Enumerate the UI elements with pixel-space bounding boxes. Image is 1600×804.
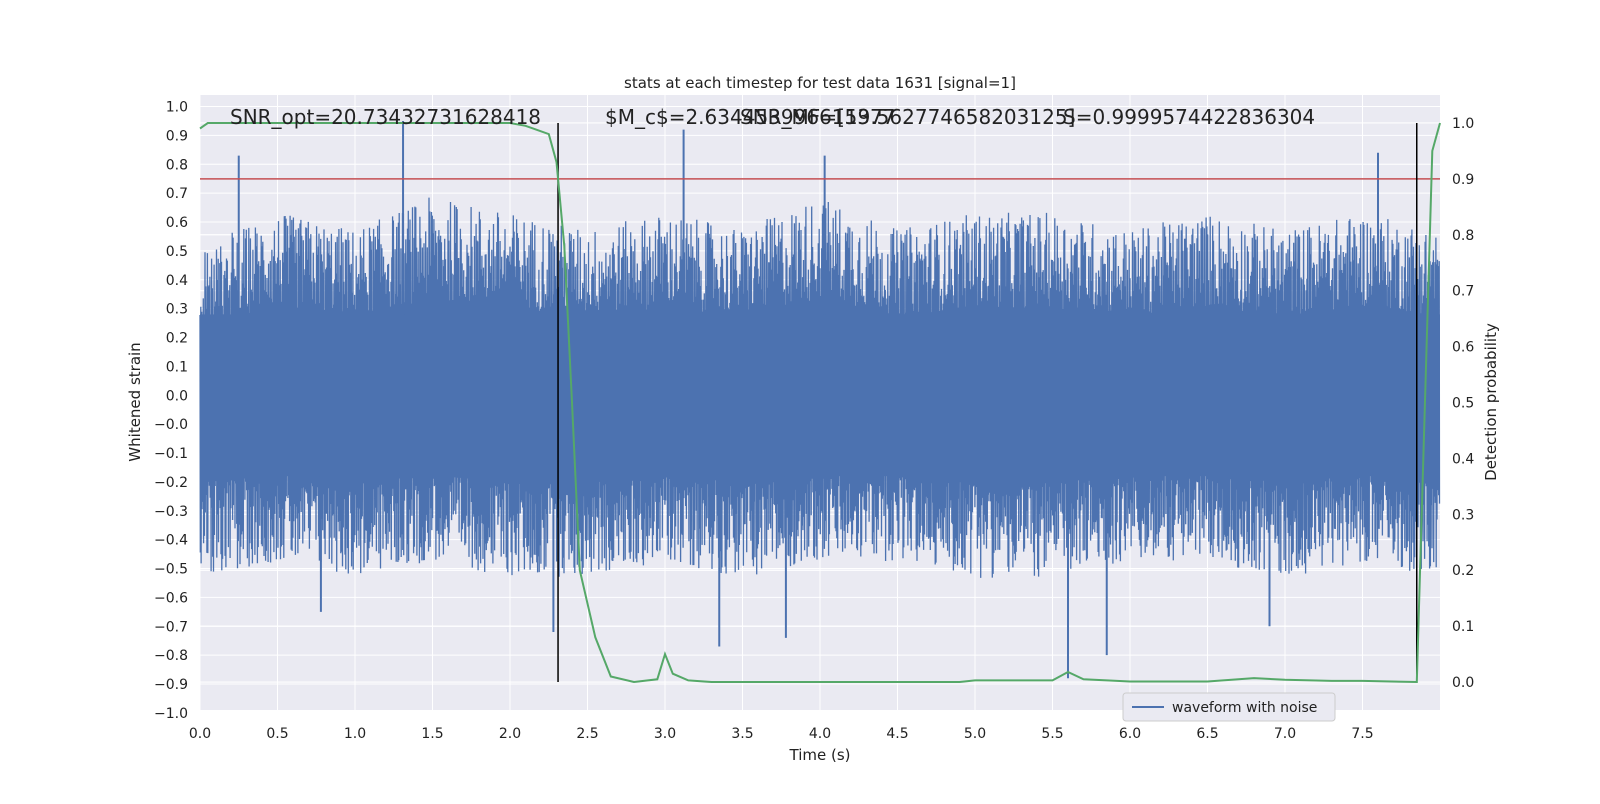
x-tick-label: 0.0	[189, 726, 211, 742]
y-tick-label-left: 1.0	[166, 100, 188, 116]
x-tick-label: 4.0	[809, 726, 831, 742]
x-tick-label: 1.5	[421, 726, 443, 742]
annotation-snr-mf: SNR_MF=[19.562774658203125]	[740, 105, 1075, 129]
y-tick-label-left: −0.5	[154, 562, 188, 578]
waveform-layer	[199, 120, 1441, 679]
y-tick-label-left: −0.7	[154, 619, 188, 635]
y-tick-label-right: 0.6	[1452, 340, 1474, 356]
x-tick-label: 1.0	[344, 726, 366, 742]
x-tick-label: 7.5	[1351, 726, 1373, 742]
y-tick-label-right: 0.1	[1452, 619, 1474, 635]
waveform-core-band	[200, 314, 1440, 477]
y-tick-label-left: 0.2	[166, 331, 188, 347]
annotation-s: S=0.9999574422836304	[1063, 105, 1315, 129]
y-tick-label-left: 0.6	[166, 215, 188, 231]
y-tick-label-left: 0.4	[166, 273, 188, 289]
detection-probability-line	[199, 122, 1441, 684]
y-tick-label-left: 0.0	[166, 388, 188, 404]
y-tick-label-right: 0.4	[1452, 451, 1474, 467]
legend-label: waveform with noise	[1172, 700, 1317, 716]
chart-title: stats at each timestep for test data 163…	[624, 74, 1016, 92]
y-axis-label-right: Detection probability	[1482, 323, 1500, 481]
x-tick-label: 7.0	[1274, 726, 1296, 742]
y-tick-label-left: −0.0	[154, 417, 188, 433]
y-tick-label-left: 0.7	[166, 186, 188, 202]
ticks: 0.0 0.5 1.0 1.5 2.0 2.5 3.0 3.5 4.0 4.5 5.0 5.5 6.0 6…	[154, 100, 1474, 742]
y-tick-label-left: −0.2	[154, 475, 188, 491]
y-tick-label-left: 0.5	[166, 244, 188, 260]
y-axis-label-left: Whitened strain	[126, 342, 144, 461]
y-tick-label-right: 0.8	[1452, 228, 1474, 244]
y-tick-label-right: 0.5	[1452, 396, 1474, 412]
y-tick-label-left: 0.8	[166, 157, 188, 173]
x-tick-label: 3.0	[654, 726, 676, 742]
x-tick-label: 3.5	[731, 726, 753, 742]
y-tick-label-left: 0.3	[166, 302, 188, 318]
y-tick-label-right: 0.7	[1452, 284, 1474, 300]
annotation-snr-opt: SNR_opt=20.73432731628418	[230, 105, 541, 129]
x-tick-label: 5.0	[964, 726, 986, 742]
legend-box	[1122, 692, 1336, 722]
y-tick-label-left: −0.9	[154, 677, 188, 693]
x-tick-label: 2.0	[499, 726, 521, 742]
x-tick-label: 2.5	[576, 726, 598, 742]
x-tick-label: 6.5	[1196, 726, 1218, 742]
y-tick-label-left: −1.0	[154, 706, 188, 722]
y-tick-label-left: −0.1	[154, 446, 188, 462]
x-tick-label: 5.5	[1041, 726, 1063, 742]
legend: waveform with noise	[1122, 692, 1336, 722]
x-tick-label: 4.5	[886, 726, 908, 742]
x-tick-label: 0.5	[266, 726, 288, 742]
y-tick-label-right: 0.2	[1452, 563, 1474, 579]
x-tick-label: 6.0	[1119, 726, 1141, 742]
annotation-mc: $M_c$=2.634453996615377	[605, 105, 895, 129]
y-tick-label-left: −0.6	[154, 590, 188, 606]
y-tick-label-left: −0.4	[154, 533, 188, 549]
overlay	[199, 122, 1441, 684]
x-axis-label: Time (s)	[789, 746, 851, 764]
y-tick-label-left: 0.1	[166, 359, 188, 375]
y-tick-label-left: 0.9	[166, 128, 188, 144]
y-tick-label-left: −0.8	[154, 648, 188, 664]
y-tick-label-right: 0.3	[1452, 507, 1474, 523]
y-tick-label-right: 0.0	[1452, 675, 1474, 691]
y-tick-label-left: −0.3	[154, 504, 188, 520]
y-tick-label-right: 1.0	[1452, 116, 1474, 132]
y-tick-label-right: 0.9	[1452, 172, 1474, 188]
